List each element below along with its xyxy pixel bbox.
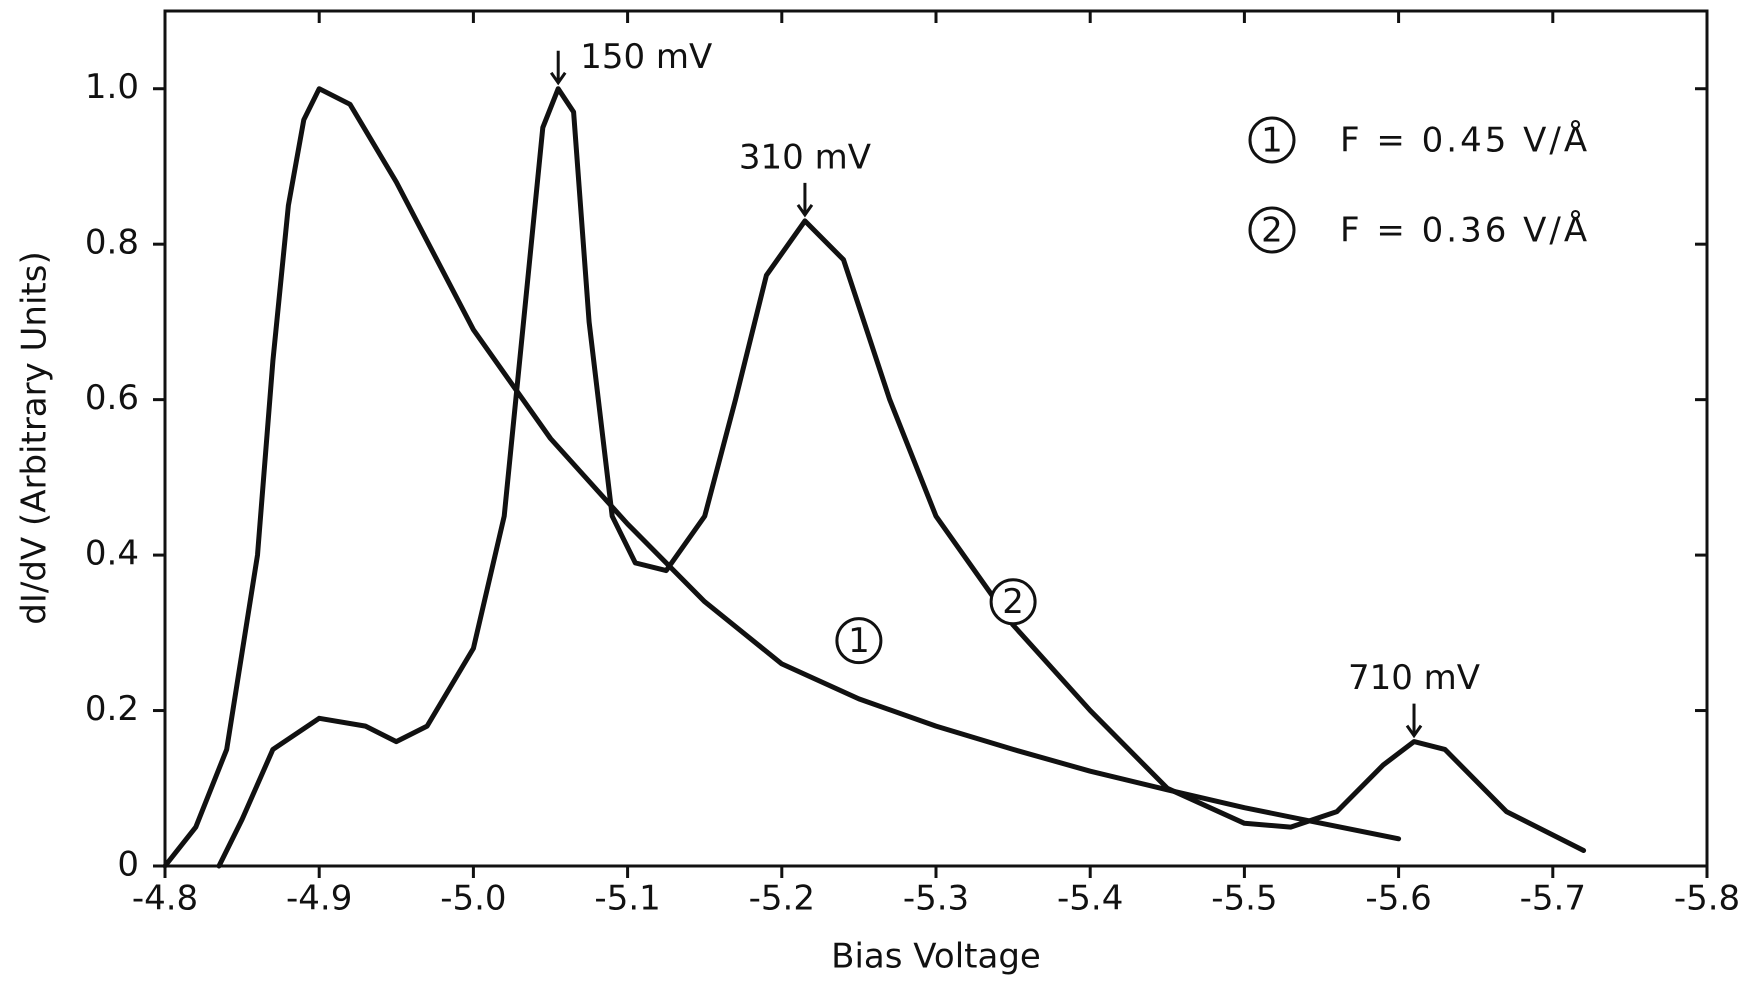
- x-tick-label: -5.3: [903, 879, 969, 919]
- legend-label: F = 0.45 V/Å: [1340, 120, 1590, 161]
- curve-label-circle: [989, 578, 1037, 626]
- series-line: [162, 86, 1402, 869]
- annotation-arrow: [1405, 703, 1423, 739]
- annotation: 150 mV: [580, 37, 712, 77]
- legend-circle: [1248, 116, 1296, 164]
- y-tick-label: 1.0: [85, 67, 139, 107]
- x-tick-label: -4.9: [286, 879, 352, 919]
- series-line: [216, 86, 1587, 869]
- x-tick-label: -5.4: [1057, 879, 1123, 919]
- legend-circle: [1248, 206, 1296, 254]
- y-tick-label: 0.8: [85, 223, 139, 263]
- x-tick-label: -5.0: [440, 879, 506, 919]
- x-tick-label: -5.2: [749, 879, 815, 919]
- legend-number: 1: [1261, 121, 1283, 161]
- x-tick-label: -4.8: [132, 879, 198, 919]
- y-tick-label: 0.4: [85, 534, 139, 574]
- x-tick-label: -5.7: [1520, 879, 1586, 919]
- annotation-arrow: [796, 182, 814, 218]
- x-tick-label: -5.5: [1211, 879, 1277, 919]
- annotation-arrow: [549, 50, 567, 86]
- x-tick-label: -5.1: [594, 879, 660, 919]
- curve-label: 2: [1002, 582, 1024, 622]
- annotation: 310 mV: [739, 137, 871, 177]
- legend-label: F = 0.36 V/Å: [1340, 210, 1590, 251]
- annotation: 710 mV: [1348, 658, 1480, 698]
- curve-label: 1: [848, 621, 870, 661]
- curve-label-circle: [835, 617, 883, 665]
- y-tick-label: 0: [117, 845, 139, 885]
- y-tick-label: 0.6: [85, 378, 139, 418]
- legend-number: 2: [1261, 211, 1283, 251]
- x-axis-label: Bias Voltage: [831, 937, 1041, 977]
- x-tick-label: -5.8: [1674, 879, 1740, 919]
- y-tick-label: 0.2: [85, 689, 139, 729]
- x-tick-label: -5.6: [1365, 879, 1431, 919]
- y-axis-label: dI/dV (Arbitrary Units): [15, 251, 55, 625]
